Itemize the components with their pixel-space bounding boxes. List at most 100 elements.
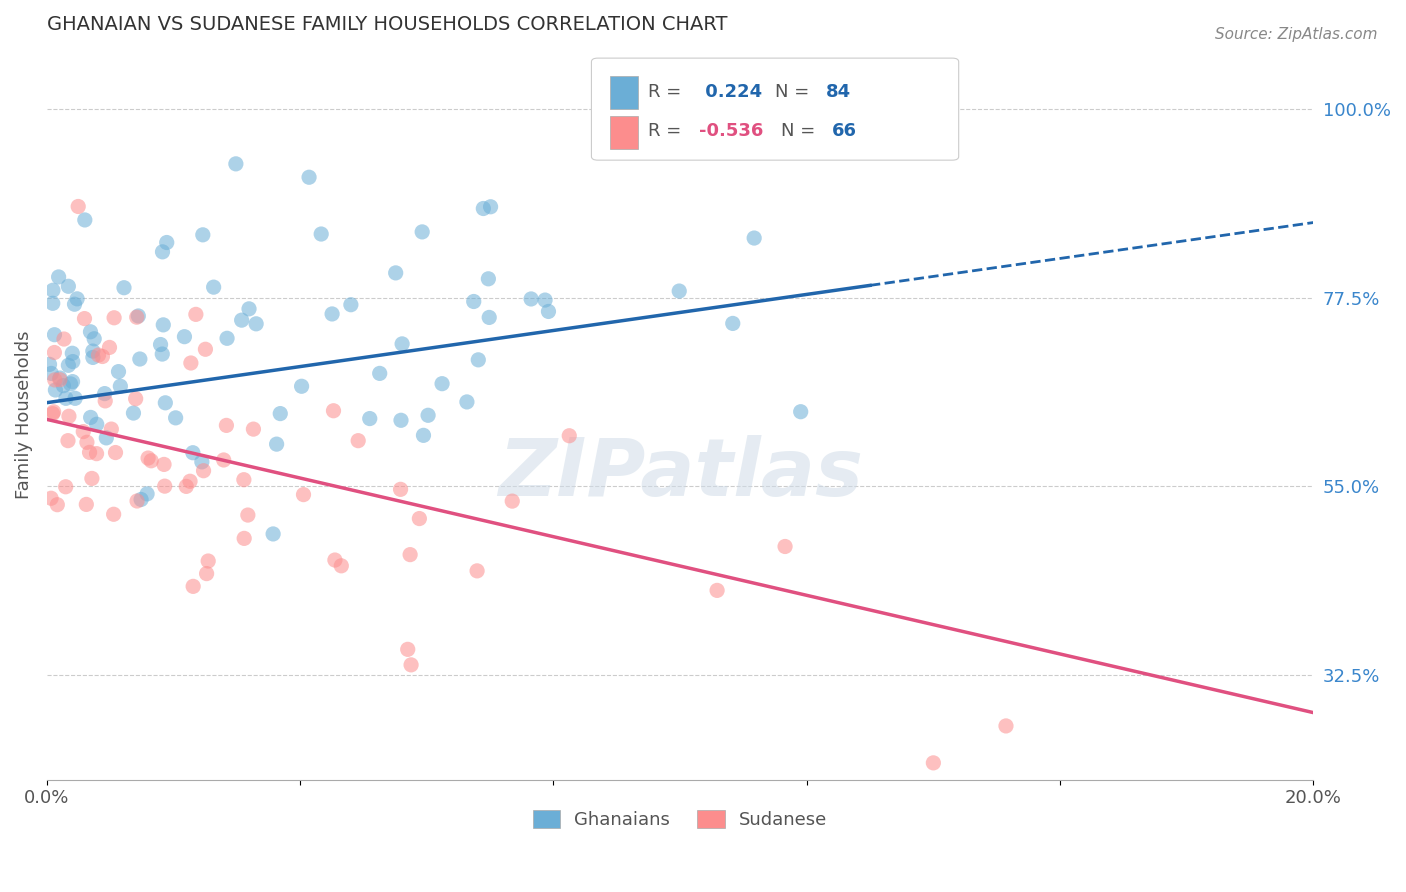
Text: -0.536: -0.536 [699,122,763,140]
Ghanaians [262,527,284,541]
Ghanaians [112,281,135,295]
Sudanese [212,453,235,467]
Ghanaians [73,213,96,227]
Ghanaians [152,318,174,332]
FancyBboxPatch shape [610,77,638,109]
Ghanaians [181,446,204,460]
Ghanaians [368,367,391,381]
Ghanaians [165,410,187,425]
Sudanese [197,554,219,568]
Ghanaians [79,410,101,425]
Ghanaians [63,297,86,311]
Ghanaians [789,405,811,419]
Ghanaians [52,378,75,392]
Ghanaians [202,280,225,294]
Sudanese [80,471,103,485]
Ghanaians [477,272,499,286]
Sudanese [194,343,217,357]
Ghanaians [42,296,65,310]
Ghanaians [309,227,332,241]
Sudanese [184,307,207,321]
Ghanaians [389,413,412,427]
Ghanaians [238,301,260,316]
Ghanaians [298,170,321,185]
Ghanaians [44,327,66,342]
Ghanaians [62,354,84,368]
Sudanese [104,445,127,459]
Sudanese [922,756,945,770]
Ghanaians [412,428,434,442]
Ghanaians [472,202,495,216]
Ghanaians [107,365,129,379]
Sudanese [322,403,344,417]
Sudanese [67,199,90,213]
Sudanese [42,405,65,419]
Ghanaians [82,344,104,359]
Ghanaians [48,269,70,284]
Sudanese [323,553,346,567]
Text: GHANAIAN VS SUDANESE FAMILY HOUSEHOLDS CORRELATION CHART: GHANAIAN VS SUDANESE FAMILY HOUSEHOLDS C… [46,15,727,34]
Ghanaians [245,317,267,331]
Ghanaians [478,310,501,325]
Sudanese [706,583,728,598]
Text: R =: R = [648,122,688,140]
Ghanaians [155,396,177,410]
Text: N =: N = [782,122,821,140]
Sudanese [125,494,148,508]
Ghanaians [79,325,101,339]
Sudanese [44,345,66,359]
Ghanaians [266,437,288,451]
Ghanaians [58,359,80,373]
Text: 84: 84 [825,83,851,102]
Ghanaians [42,283,65,297]
Ghanaians [127,309,149,323]
Sudanese [180,356,202,370]
Sudanese [46,498,69,512]
Sudanese [193,464,215,478]
Sudanese [408,511,430,525]
Text: 0.224: 0.224 [699,83,762,102]
Ghanaians [149,337,172,351]
Ghanaians [152,244,174,259]
Text: Source: ZipAtlas.com: Source: ZipAtlas.com [1215,27,1378,42]
Ghanaians [49,371,72,385]
Sudanese [994,719,1017,733]
Sudanese [94,393,117,408]
Ghanaians [721,317,744,331]
Sudanese [125,310,148,325]
Ghanaians [668,284,690,298]
Ghanaians [269,407,291,421]
Sudanese [91,350,114,364]
Sudanese [153,479,176,493]
Ghanaians [38,357,60,371]
Ghanaians [391,337,413,351]
Ghanaians [467,352,489,367]
Sudanese [181,579,204,593]
Ghanaians [93,386,115,401]
Sudanese [141,454,163,468]
Ghanaians [191,227,214,242]
Sudanese [236,508,259,522]
Sudanese [103,310,125,325]
Ghanaians [55,392,77,406]
FancyBboxPatch shape [610,117,638,149]
Sudanese [75,497,97,511]
Ghanaians [150,347,173,361]
Ghanaians [416,409,439,423]
Ghanaians [479,200,502,214]
Ghanaians [128,351,150,366]
Sudanese [330,558,353,573]
Ghanaians [456,395,478,409]
Sudanese [53,332,76,346]
Sudanese [49,373,72,387]
Sudanese [558,429,581,443]
Ghanaians [463,294,485,309]
Text: N =: N = [775,83,815,102]
Sudanese [72,425,94,439]
Ghanaians [340,298,363,312]
Sudanese [396,642,419,657]
Sudanese [174,479,197,493]
Legend: Ghanaians, Sudanese: Ghanaians, Sudanese [526,803,834,836]
Sudanese [41,407,63,421]
Ghanaians [96,431,118,445]
